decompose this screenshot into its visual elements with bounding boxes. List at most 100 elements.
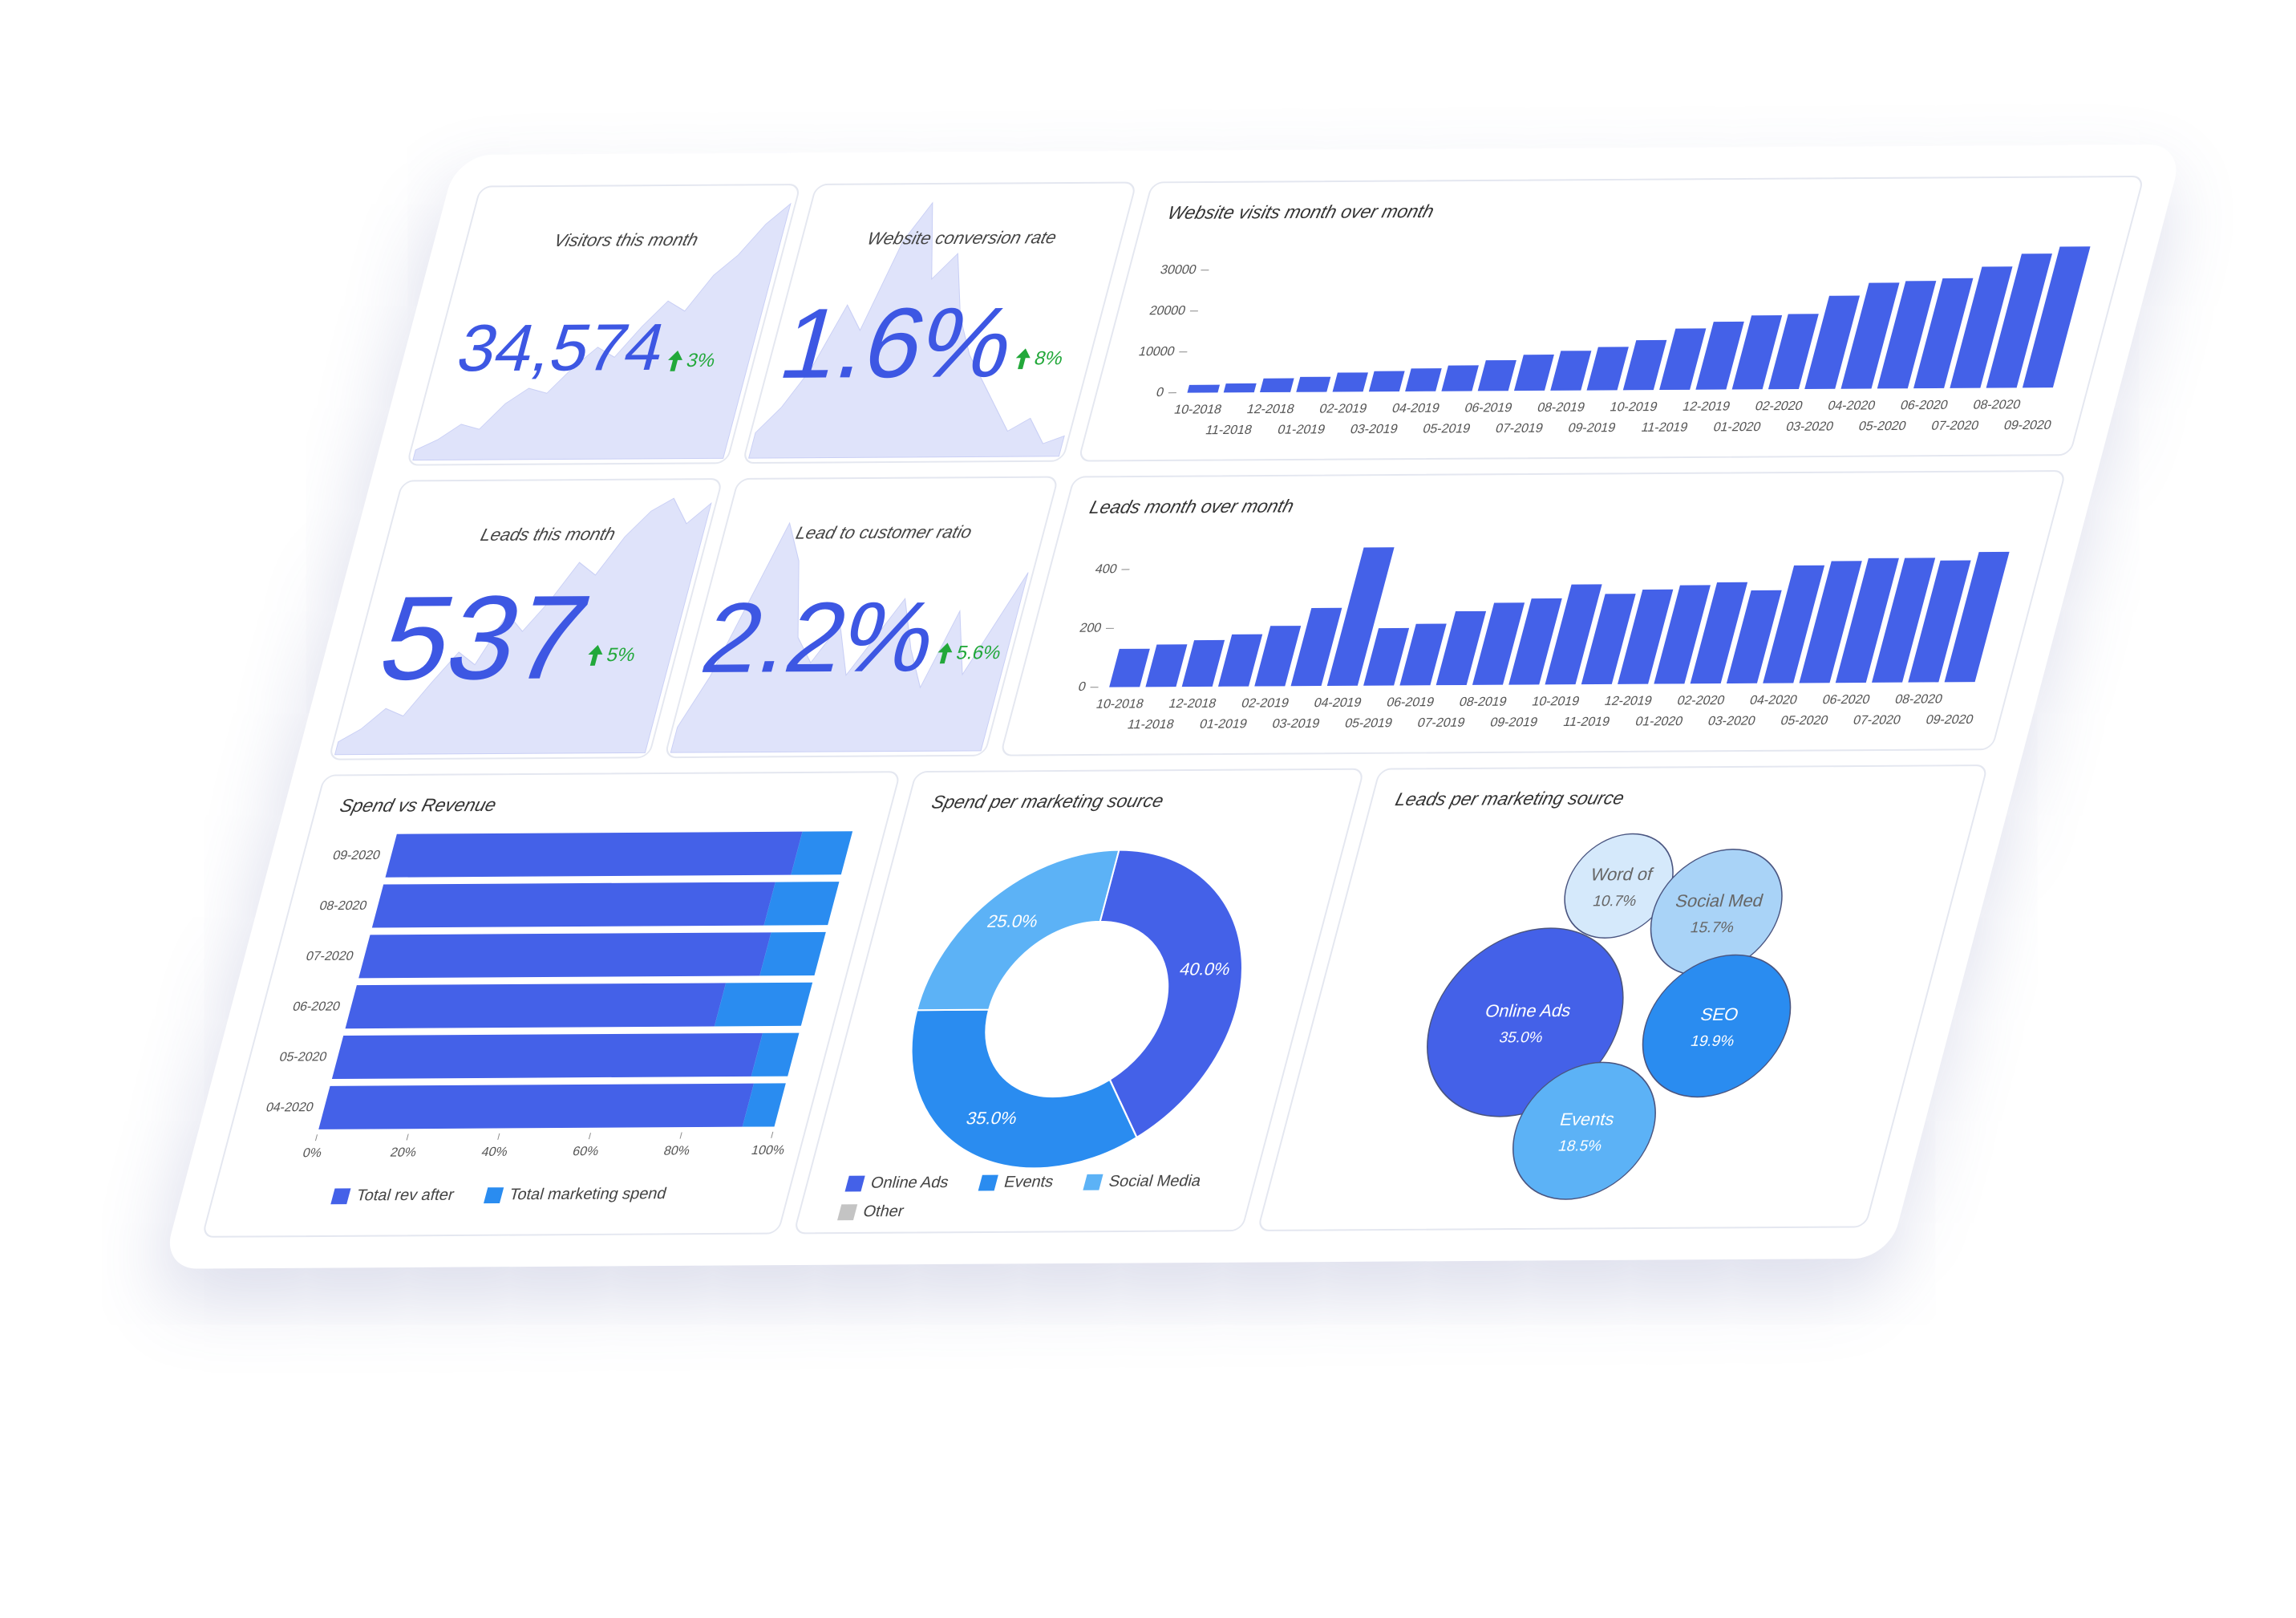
bar [1835,558,1899,683]
bar-segment [371,882,775,928]
x-tick-label: 12-2019 [1603,694,1654,708]
x-tick-label: 80% [662,1144,692,1158]
legend-label: Online Ads [869,1174,950,1191]
bar [1187,384,1221,393]
bar-segment [318,1083,755,1129]
chart-title: Leads per marketing source [1393,788,1626,809]
legend-label: Social Media [1107,1173,1204,1190]
x-tick [406,1133,409,1141]
y-tick-label: 07-2020 [305,949,355,963]
x-tick-label: 04-2020 [1748,693,1799,708]
bar [1181,639,1225,687]
bubble-value: 35.0% [1497,1029,1545,1046]
bar-segment [751,1032,800,1077]
x-tick-label: 09-2020 [1925,712,1975,727]
donut-slice [916,849,1120,1012]
x-tick-label: 04-2019 [1391,401,1441,416]
y-tick-label: 06-2020 [291,1000,342,1014]
donut-slice [1099,849,1243,1139]
kpi-title: Leads this month [479,524,618,545]
bar [1363,627,1410,686]
x-tick-label: 08-2020 [1971,398,2022,412]
bar [1908,560,1971,683]
x-tick-label: 01-2020 [1634,714,1684,728]
slice-label: 25.0% [985,911,1040,931]
x-tick-label: 11-2018 [1126,717,1176,732]
trend-arrow [1015,348,1031,370]
bar [1508,598,1562,685]
bar [1799,561,1862,683]
y-tick-label: 200 [1078,621,1103,635]
y-tick-label: 20000 [1148,303,1187,318]
dashboard-panel: Visitors this month 34,574 3% Website conve… [161,144,2185,1269]
kpi-title: Visitors this month [552,229,700,250]
kpi-change: 3% [684,350,718,371]
x-tick-label: 08-2019 [1458,695,1508,709]
bar [1944,551,2010,683]
bar [1581,594,1636,685]
bar [1763,565,1825,683]
x-tick [771,1131,774,1138]
x-tick-label: 03-2020 [1707,714,1757,728]
bubble-value: 18.5% [1557,1138,1604,1155]
bar [1217,634,1263,687]
kpi-value: 34,574 [450,310,674,385]
bar [1768,314,1819,390]
bar [1145,644,1188,687]
x-tick-label: 07-2019 [1416,716,1467,730]
y-tick-label: 05-2020 [277,1050,328,1064]
x-tick-label: 05-2019 [1343,716,1394,731]
x-tick-label: 08-2020 [1893,692,1944,707]
bar [1545,584,1602,685]
x-tick [588,1133,592,1140]
bar [1259,378,1294,393]
x-tick-label: 03-2019 [1349,422,1399,436]
x-tick-label: 02-2019 [1240,696,1290,711]
bar-segment [714,982,813,1027]
bar [1436,610,1487,686]
x-tick-label: 40% [480,1145,509,1159]
kpi-title: Lead to customer ratio [794,522,974,543]
bar [1254,626,1302,687]
x-tick [314,1134,318,1142]
bubble-name: Word of [1589,864,1656,884]
x-tick-label: 05-2020 [1857,419,1908,433]
x-tick [497,1133,500,1140]
bar [1332,372,1368,392]
slice-label: 35.0% [964,1108,1019,1128]
bar [1804,295,1861,389]
x-tick-label: 07-2020 [1930,419,1980,433]
legend-swatch [844,1175,865,1192]
chart-title: Website visits month over month [1165,201,1436,222]
chart-title: Spend vs Revenue [338,794,499,816]
legend-label: Total rev after [354,1186,456,1204]
legend-swatch [837,1204,858,1221]
x-tick-label: 11-2019 [1561,715,1611,729]
bar [1726,590,1782,684]
x-tick-label: 07-2019 [1494,421,1545,436]
trend-arrow [588,645,603,666]
legend-label: Total marketing spend [508,1185,669,1203]
bubble-value: 19.9% [1689,1033,1736,1050]
bar [1550,351,1592,391]
bar [2022,246,2091,388]
x-tick-label: 60% [571,1144,601,1158]
bubble [1512,1061,1656,1200]
y-tick-label: 04-2020 [265,1100,315,1114]
x-tick-label: 11-2018 [1204,423,1253,437]
x-tick-label: 20% [389,1146,419,1160]
bar-segment [385,831,803,878]
x-tick-label: 10-2019 [1530,694,1581,708]
x-tick-label: 01-2020 [1712,420,1763,434]
x-tick-label: 06-2019 [1464,400,1514,415]
legend-swatch [330,1188,351,1205]
legend-label: Events [1002,1174,1056,1191]
y-tick-label: 10000 [1137,344,1176,359]
bar [1659,328,1707,391]
sparkline-area [412,202,792,461]
x-tick-label: 10-2019 [1609,399,1659,414]
kpi-value: 1.6% [770,286,1027,399]
x-tick-label: 08-2019 [1536,400,1586,415]
x-tick-label: 02-2020 [1675,693,1726,708]
